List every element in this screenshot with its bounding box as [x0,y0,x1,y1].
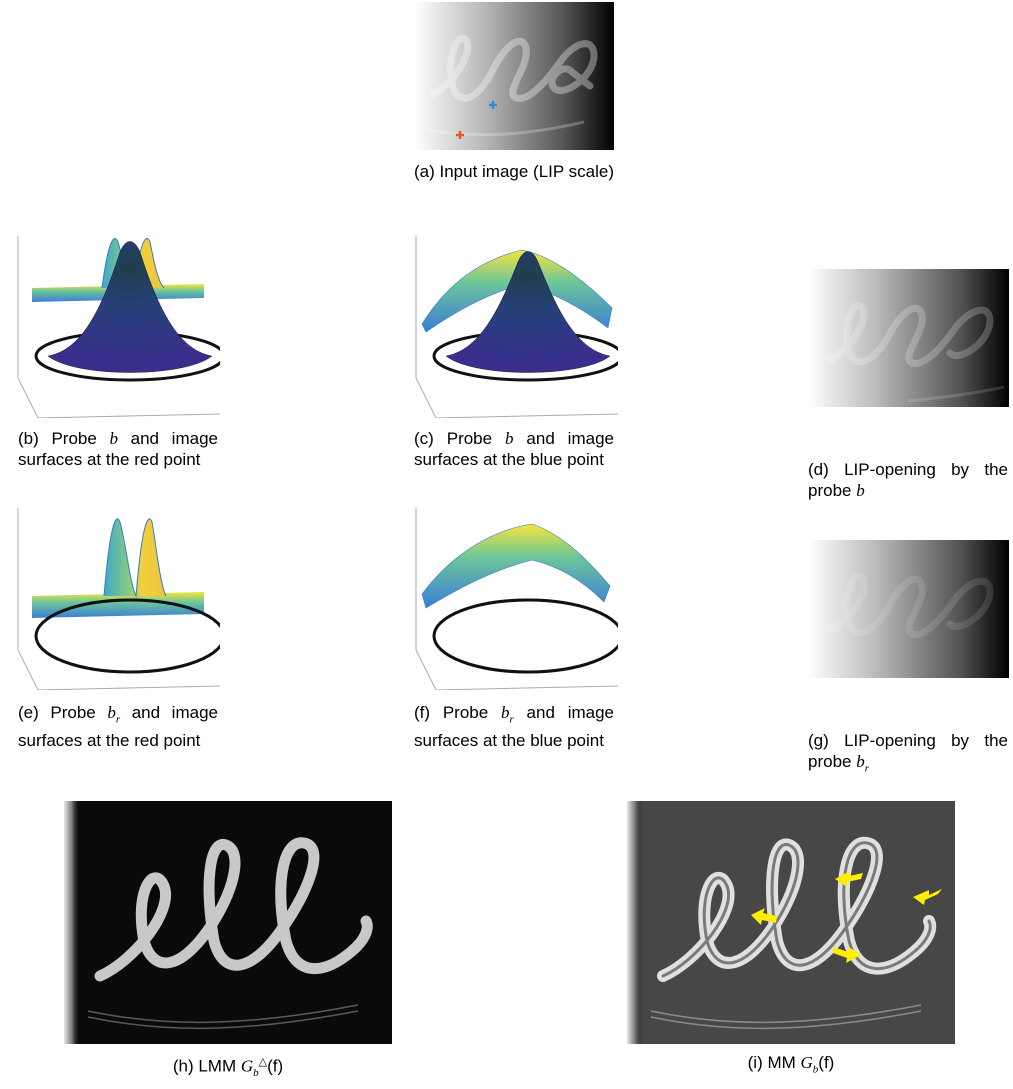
caption-c-math: b [505,429,514,448]
panel-a-image [414,2,614,150]
caption-i-pre: (i) MM [747,1053,801,1072]
caption-h: (h) LMM Gb△(f) [64,1052,392,1084]
caption-b: (b) Probe b and image surfaces at the re… [18,428,218,470]
arrow-icon [835,871,863,887]
panel-h-image [64,801,392,1044]
panel-f-plot [412,504,618,690]
caption-h-pre: (h) LMM [172,1056,241,1076]
caption-d: (d) LIP-opening by the probe b [808,459,1008,501]
caption-i-sub: b [812,1063,819,1076]
panel-b-plot [14,232,220,418]
caption-e-sub: r [115,713,121,726]
caption-a: (a) Input image (LIP scale) [414,161,614,182]
caption-i-post: (f) [818,1053,835,1072]
caption-b-pre: (b) Probe [18,429,110,448]
caption-a-text: (a) Input image (LIP scale) [414,162,614,181]
caption-f-post: and image surfaces at the blue point [414,703,614,751]
caption-b-math: b [109,429,118,448]
panel-d-image [808,269,1009,407]
caption-g: (g) LIP-opening by the probe br [808,730,1008,779]
caption-e-pre: (e) Probe [18,703,108,722]
caption-i: (i) MM Gb(f) [627,1052,955,1080]
input-image [414,2,614,150]
caption-d-math: b [856,481,865,500]
arrow-icon [833,947,861,963]
caption-i-math: G [800,1053,813,1072]
caption-g-math: b [856,752,865,771]
caption-c: (c) Probe b and image surfaces at the bl… [414,428,614,470]
caption-f-sub: r [509,713,514,726]
caption-f-math: b [500,703,510,722]
caption-g-pre: (g) LIP-opening by the probe [808,731,1008,771]
caption-c-post: and image surfaces at the blue point [414,429,614,469]
caption-d-pre: (d) LIP-opening by the probe [808,460,1008,500]
blue-point-marker [489,101,497,109]
panel-g-image [808,540,1009,678]
arrow-icon [913,889,942,905]
caption-h-sub: b [253,1067,259,1080]
caption-f-pre: (f) Probe [414,703,501,722]
caption-h-post: (f) [267,1056,284,1076]
caption-h-math: G [240,1056,254,1076]
red-point-marker [456,131,464,139]
panel-e-plot [14,504,220,690]
panel-i-image [627,801,955,1044]
caption-e-post: and image surfaces at the red point [18,703,218,751]
caption-e-math: b [107,703,116,722]
caption-h-sup: △ [258,1056,268,1068]
caption-c-pre: (c) Probe [414,429,505,448]
caption-b-post: and image surfaces at the red point [18,429,218,469]
caption-g-sub: r [864,762,869,775]
panel-c-plot [412,232,618,418]
caption-e: (e) Probe br and image surfaces at the r… [18,702,218,751]
caption-f: (f) Probe br and image surfaces at the b… [414,702,614,751]
arrow-icon [751,908,777,925]
